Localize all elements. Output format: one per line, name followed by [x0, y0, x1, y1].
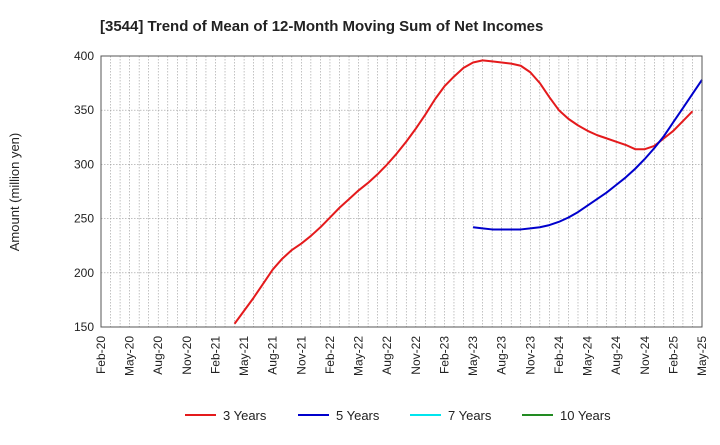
x-tick-label: May-21	[237, 336, 251, 376]
x-tick-label: May-24	[581, 336, 595, 376]
x-tick-label: Aug-24	[609, 336, 623, 375]
y-tick-label: 200	[74, 266, 94, 280]
legend-item-2: 5 Years	[298, 408, 380, 423]
x-tick-label: Nov-24	[638, 336, 652, 375]
series-lines	[233, 59, 703, 325]
x-tick-label: Nov-20	[180, 336, 194, 375]
x-tick-label: Aug-23	[495, 336, 509, 375]
x-tick-label: May-20	[123, 336, 137, 376]
x-tick-label: Feb-21	[208, 336, 222, 374]
legend-label: 7 Years	[448, 408, 492, 423]
x-tick-label: May-22	[352, 336, 366, 376]
series-line-1	[233, 59, 694, 325]
x-tick-label: Feb-25	[666, 336, 680, 374]
grid-lines	[101, 55, 702, 328]
y-tick-labels: 150 200 250 300 350 400	[74, 49, 94, 334]
x-tick-label: Nov-23	[523, 336, 537, 375]
x-tick-label: May-23	[466, 336, 480, 376]
y-axis-label: Amount (million yen)	[7, 133, 22, 252]
x-tick-label: Aug-21	[266, 336, 280, 375]
x-tick-label: Aug-20	[151, 336, 165, 375]
x-tick-label: Feb-23	[437, 336, 451, 374]
legend-label: 3 Years	[223, 408, 267, 423]
x-tick-label: Feb-22	[323, 336, 337, 374]
legend-label: 5 Years	[336, 408, 380, 423]
chart-title: [3544] Trend of Mean of 12-Month Moving …	[100, 18, 543, 35]
y-tick-label: 400	[74, 49, 94, 63]
legend-item-4: 10 Years	[522, 408, 611, 423]
x-tick-label: Nov-21	[294, 336, 308, 375]
x-tick-label: Aug-22	[380, 336, 394, 375]
legend-item-1: 3 Years	[185, 408, 267, 423]
plot-area-border	[100, 55, 703, 328]
y-tick-label: 250	[74, 212, 94, 226]
legend-label: 10 Years	[560, 408, 611, 423]
y-tick-label: 150	[74, 320, 94, 334]
series-line-2	[472, 79, 703, 231]
legend-item-3: 7 Years	[410, 408, 492, 423]
x-tick-label: May-25	[695, 336, 709, 376]
x-tick-labels: Feb-20 May-20 Aug-20 Nov-20 Feb-21 May-21 Aug-…	[94, 336, 709, 376]
y-tick-label: 350	[74, 103, 94, 117]
x-tick-label: Nov-22	[409, 336, 423, 375]
y-tick-label: 300	[74, 157, 94, 171]
plot-frame	[100, 55, 703, 328]
x-tick-label: Feb-24	[552, 336, 566, 374]
x-tick-label: Feb-20	[94, 336, 108, 374]
legend: 3 Years 5 Years 7 Years 10 Years	[185, 408, 611, 423]
